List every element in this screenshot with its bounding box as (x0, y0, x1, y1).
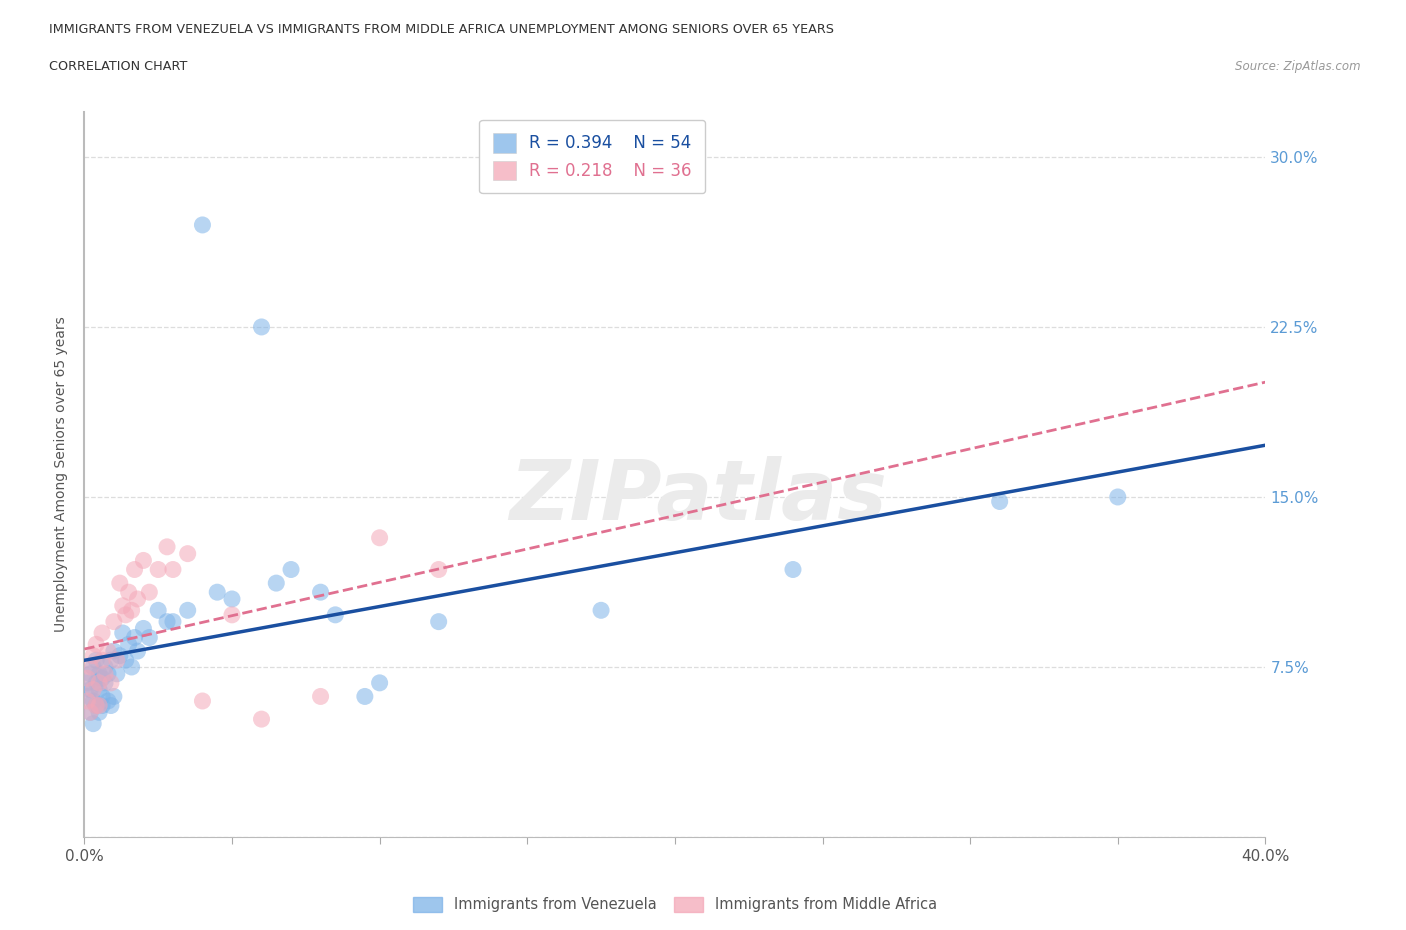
Point (89, 705, 111, 720)
Point (97, 667, 120, 682)
Legend: R = 0.394    N = 54, R = 0.218    N = 36: R = 0.394 N = 54, R = 0.218 N = 36 (479, 120, 706, 193)
Point (250, 711, 273, 726)
Point (105, 667, 128, 682)
Point (82, 716, 104, 731)
Point (191, 218, 214, 232)
Point (100, 653, 122, 668)
Point (127, 591, 149, 606)
Point (89, 683, 111, 698)
Point (84, 675, 107, 690)
Point (221, 607, 243, 622)
Point (114, 653, 136, 668)
Text: Source: ZipAtlas.com: Source: ZipAtlas.com (1236, 60, 1361, 73)
Point (82, 694, 104, 709)
Point (162, 614, 184, 629)
Point (121, 603, 143, 618)
Point (76, 694, 98, 709)
Point (138, 585, 160, 600)
Point (84, 653, 107, 668)
Point (91, 626, 114, 641)
Point (111, 598, 134, 613)
Point (148, 603, 170, 618)
Point (79, 667, 101, 682)
Text: IMMIGRANTS FROM VENEZUELA VS IMMIGRANTS FROM MIDDLE AFRICA UNEMPLOYMENT AMONG SE: IMMIGRANTS FROM VENEZUELA VS IMMIGRANTS … (49, 23, 834, 36)
Point (221, 591, 243, 606)
Point (156, 614, 179, 629)
Point (124, 631, 146, 645)
Point (132, 621, 155, 636)
Point (177, 603, 200, 618)
Text: CORRELATION CHART: CORRELATION CHART (49, 60, 187, 73)
Point (89, 675, 111, 690)
Point (84, 698, 107, 713)
Point (108, 576, 131, 591)
Point (782, 562, 804, 577)
Point (79, 705, 101, 720)
Point (138, 631, 160, 645)
Point (94, 675, 117, 690)
Point (82, 659, 104, 674)
Point (354, 689, 377, 704)
Point (79, 705, 101, 720)
Point (156, 539, 179, 554)
Point (127, 644, 149, 658)
Point (177, 546, 200, 561)
Point (91, 689, 114, 704)
Point (121, 659, 143, 674)
Y-axis label: Unemployment Among Seniors over 65 years: Unemployment Among Seniors over 65 years (55, 316, 69, 632)
Legend: Immigrants from Venezuela, Immigrants from Middle Africa: Immigrants from Venezuela, Immigrants fr… (406, 891, 943, 918)
Point (124, 562, 146, 577)
Point (988, 494, 1011, 509)
Point (368, 675, 391, 690)
Point (97, 644, 120, 658)
Point (427, 614, 450, 629)
Point (323, 607, 347, 622)
Point (250, 320, 273, 335)
Point (148, 562, 170, 577)
Point (309, 689, 332, 704)
Text: ZIPatlas: ZIPatlas (509, 456, 887, 537)
Point (591, 603, 613, 618)
Point (91, 653, 114, 668)
Point (84, 637, 107, 652)
Point (205, 585, 228, 600)
Point (132, 553, 155, 568)
Point (114, 607, 136, 622)
Point (91, 671, 114, 685)
Point (103, 644, 125, 658)
Point (97, 694, 120, 709)
Point (100, 675, 122, 690)
Point (100, 698, 122, 713)
Point (103, 689, 125, 704)
Point (191, 694, 214, 709)
Point (76, 689, 98, 704)
Point (82, 648, 104, 663)
Point (111, 626, 134, 641)
Point (76, 671, 98, 685)
Point (91, 698, 114, 713)
Point (79, 659, 101, 674)
Point (84, 698, 107, 713)
Point (118, 585, 141, 600)
Point (105, 653, 128, 668)
Point (264, 576, 288, 591)
Point (82, 683, 104, 698)
Point (76, 675, 98, 690)
Point (79, 683, 101, 698)
Point (427, 562, 450, 577)
Point (94, 659, 117, 674)
Point (89, 667, 111, 682)
Point (280, 562, 302, 577)
Point (108, 648, 131, 663)
Point (368, 530, 391, 545)
Point (162, 562, 184, 577)
Point (103, 614, 125, 629)
Point (309, 585, 332, 600)
Point (118, 637, 141, 652)
Point (1107, 489, 1129, 504)
Point (94, 667, 117, 682)
Point (89, 698, 111, 713)
